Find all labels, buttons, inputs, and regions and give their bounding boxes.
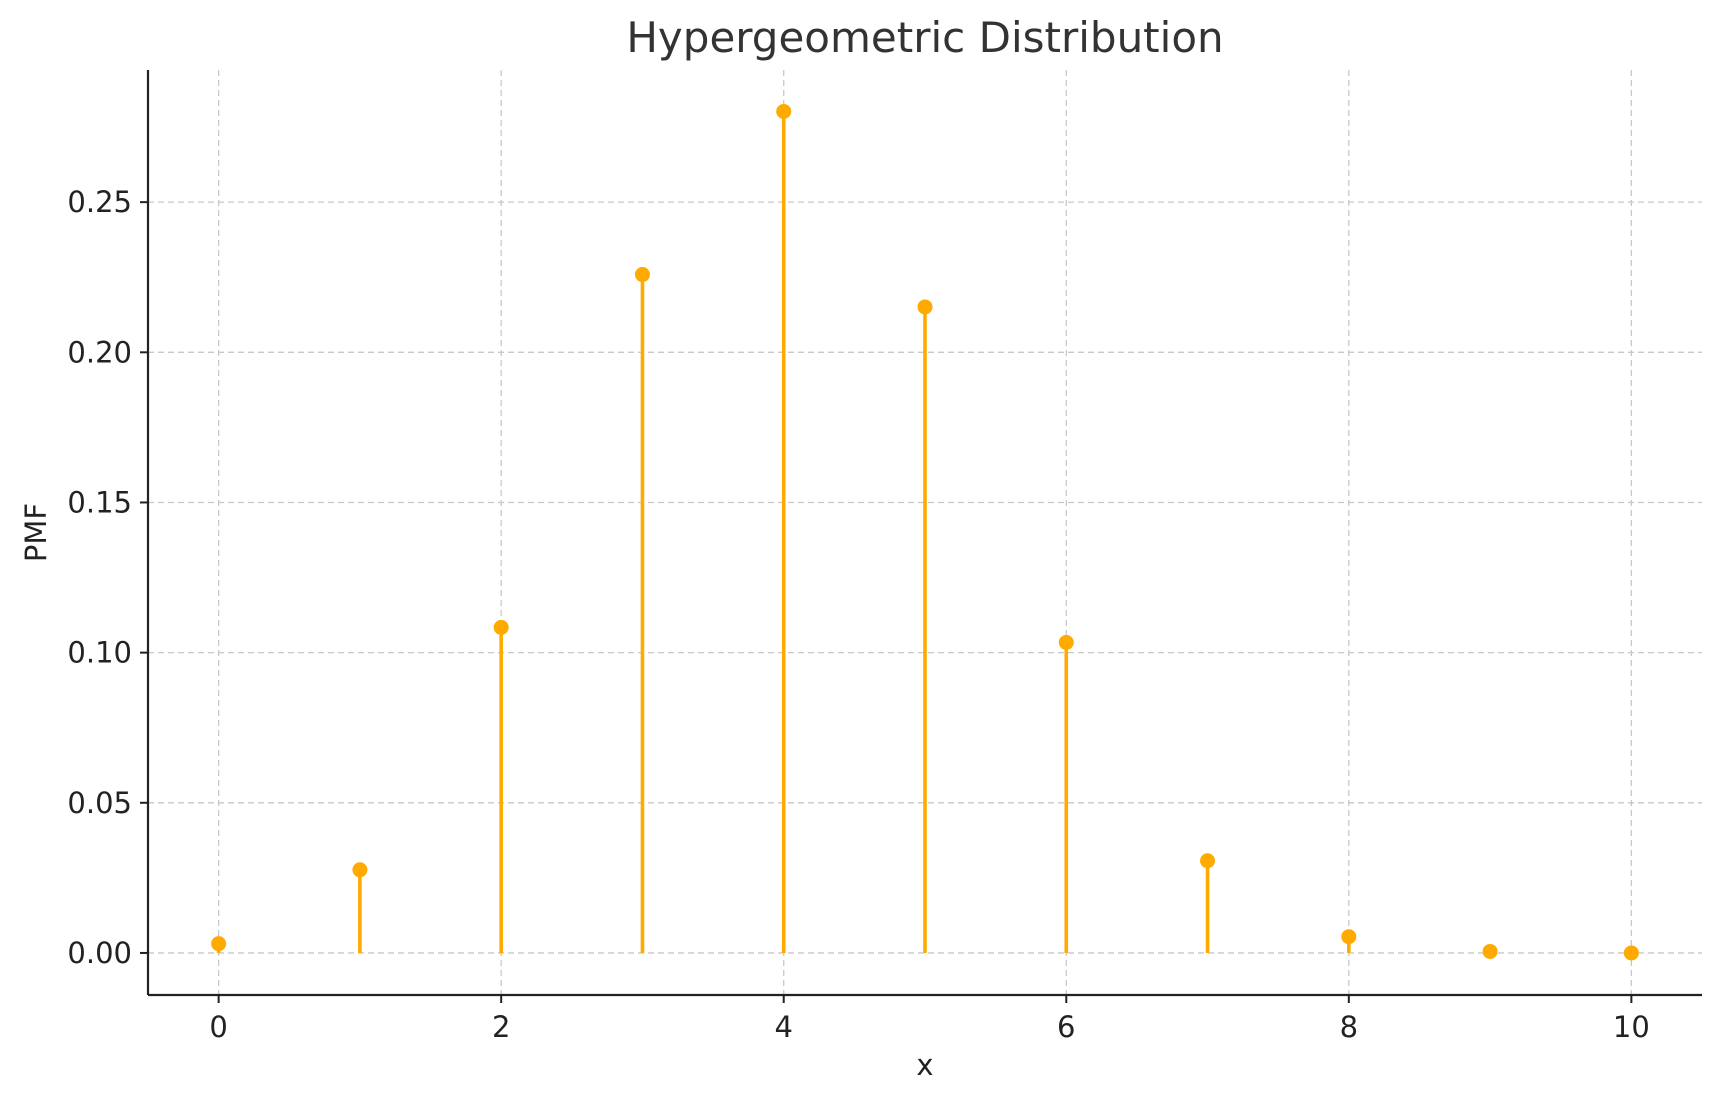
x-tick-label-5: 10 bbox=[1613, 1010, 1650, 1044]
x-tick-label-2: 4 bbox=[775, 1010, 793, 1044]
stem-marker-3 bbox=[634, 267, 650, 283]
y-tick-label-3: 0.15 bbox=[67, 485, 132, 519]
y-tick-label-2: 0.10 bbox=[67, 636, 132, 670]
y-tick-label-1: 0.05 bbox=[67, 786, 132, 820]
y-tick-label-5: 0.25 bbox=[67, 185, 132, 219]
stem-marker-9 bbox=[1482, 943, 1498, 959]
stem-marker-8 bbox=[1341, 929, 1357, 945]
chart-title: Hypergeometric Distribution bbox=[626, 13, 1223, 62]
stem-marker-10 bbox=[1623, 945, 1639, 961]
stem-marker-5 bbox=[917, 299, 933, 315]
x-tick-label-1: 2 bbox=[492, 1010, 510, 1044]
stem-marker-4 bbox=[776, 103, 792, 119]
axis-layer bbox=[146, 70, 1702, 997]
x-tick-label-3: 6 bbox=[1057, 1010, 1075, 1044]
stem-marker-0 bbox=[211, 936, 227, 952]
x-tick-label-0: 0 bbox=[209, 1010, 227, 1044]
x-axis-label: x bbox=[916, 1048, 933, 1082]
x-tick-label-4: 8 bbox=[1340, 1010, 1358, 1044]
y-axis-label: PMF bbox=[19, 503, 53, 562]
stem-marker-7 bbox=[1200, 853, 1216, 869]
stem-marker-1 bbox=[352, 862, 368, 878]
y-tick-label-4: 0.20 bbox=[67, 335, 132, 369]
stem-marker-2 bbox=[493, 619, 509, 635]
tick-layer: 0 2 4 6 8 10 0.00 0.05 0.10 0.15 0.20 0.25 bbox=[67, 185, 1649, 1044]
y-tick-label-0: 0.00 bbox=[67, 936, 132, 970]
stem-layer bbox=[211, 103, 1639, 961]
stem-marker-6 bbox=[1058, 634, 1074, 650]
